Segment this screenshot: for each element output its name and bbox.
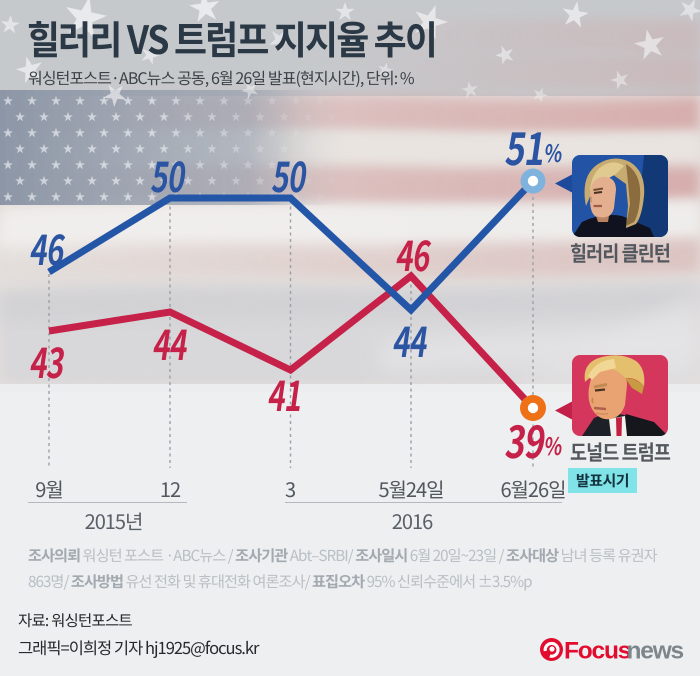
svg-text:Focus: Focus: [564, 638, 631, 665]
svg-text:news: news: [627, 638, 684, 665]
